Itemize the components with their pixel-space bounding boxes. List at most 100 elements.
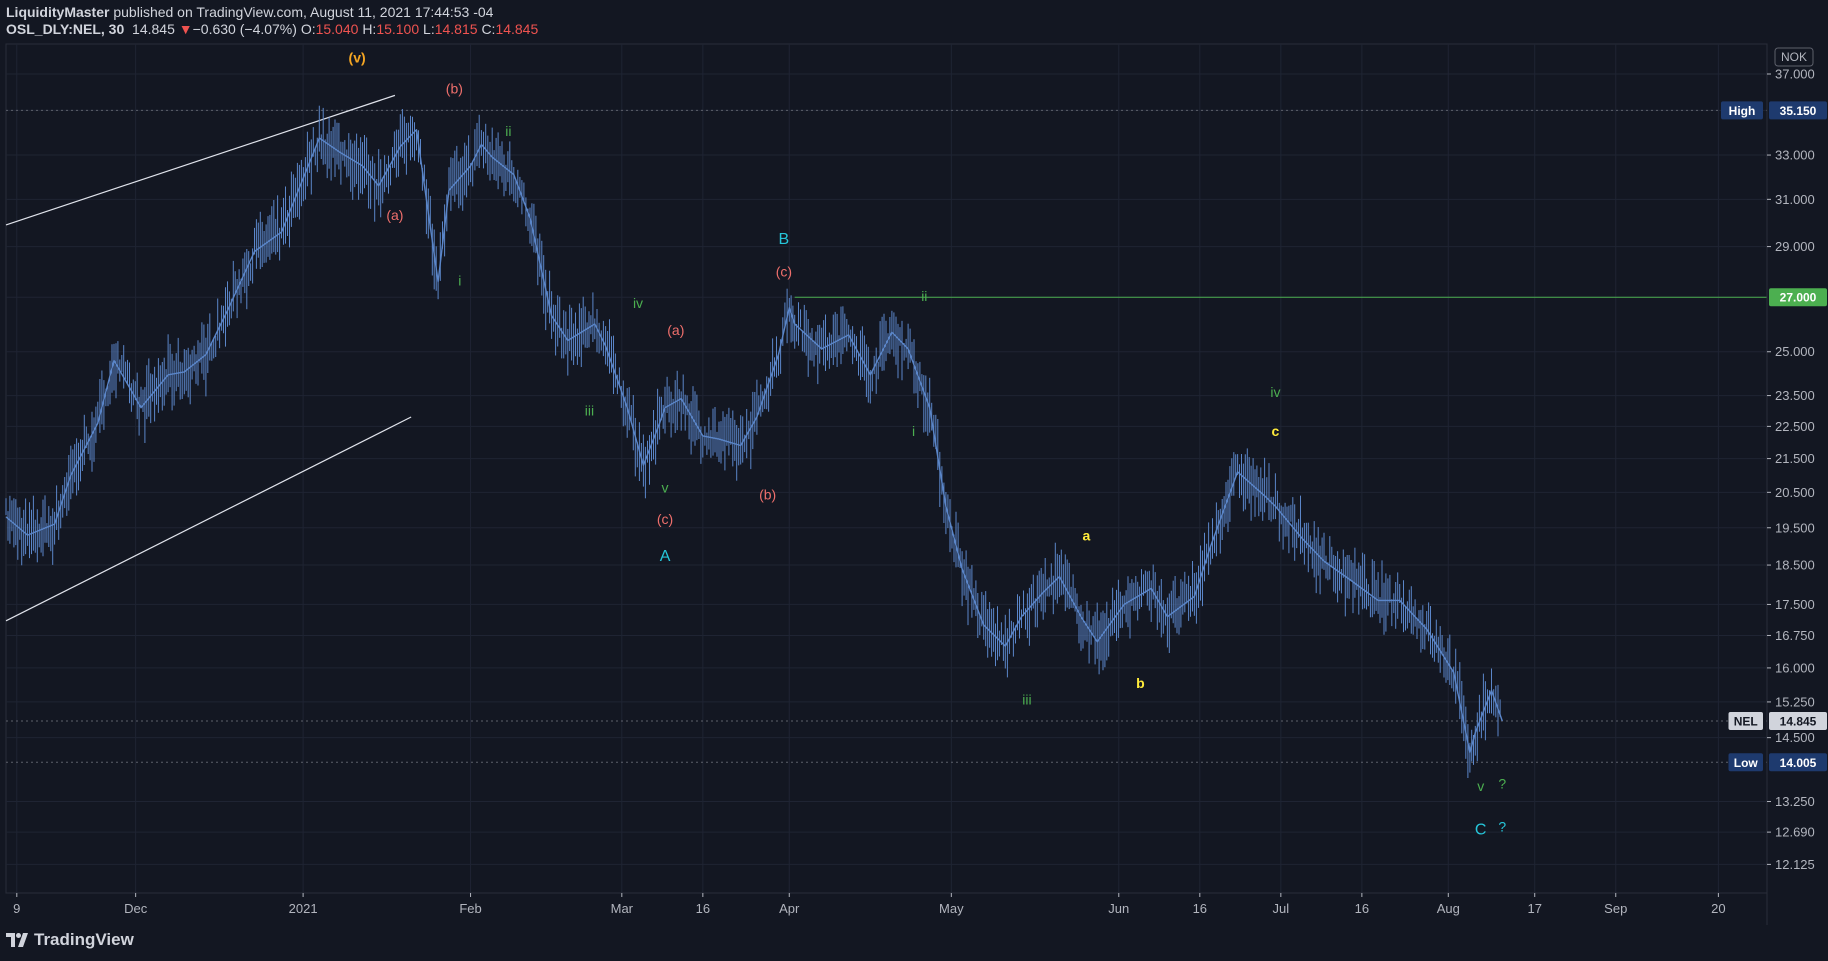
- wave-label: ii: [921, 288, 927, 304]
- wave-label: a: [1082, 528, 1090, 544]
- ohlc-line: OSL_DLY:NEL, 30 14.845 ▼−0.630 (−4.07%) …: [6, 21, 538, 37]
- wave-label: ?: [1498, 775, 1506, 791]
- y-tick-label: 33.000: [1775, 148, 1815, 163]
- y-tick-label: 12.690: [1775, 825, 1815, 840]
- level-tag-high: [1721, 101, 1763, 120]
- wave-label: v: [1477, 778, 1484, 794]
- wave-label: B: [779, 231, 790, 248]
- axes: 37.000 33.000 31.000 29.000 25.000 23.500 22.5…: [6, 44, 1815, 925]
- x-tick-label: 17: [1527, 901, 1541, 916]
- y-tick-label: 25.000: [1775, 344, 1815, 359]
- x-tick-label: Mar: [611, 901, 634, 916]
- high-value: 15.100: [376, 21, 420, 37]
- x-tick-label: Apr: [779, 901, 800, 916]
- currency-box: [1774, 47, 1814, 67]
- level-label-low: Low: [1734, 756, 1759, 770]
- level-value-high: 35.150: [1780, 104, 1817, 118]
- wave-label: (a): [667, 322, 684, 338]
- tradingview-logo-icon: [6, 933, 28, 947]
- wave-label: ?: [1498, 819, 1506, 835]
- wave-label: b: [1136, 675, 1145, 691]
- level-badge-resistance: [1769, 288, 1827, 307]
- wave-label: iv: [633, 295, 643, 311]
- y-tick-label: 16.750: [1775, 628, 1815, 643]
- price-line: [5, 129, 1503, 754]
- x-tick-label: Jun: [1108, 901, 1129, 916]
- y-tick-label: 29.000: [1775, 239, 1815, 254]
- wave-label: (c): [657, 511, 673, 527]
- wave-label: (b): [759, 486, 776, 502]
- y-tick-label: 16.000: [1775, 660, 1815, 675]
- level-badge-high: [1769, 101, 1827, 120]
- wave-label: iv: [1270, 384, 1280, 400]
- level-label-high: High: [1729, 104, 1756, 118]
- low-value: 14.815: [434, 21, 478, 37]
- y-tick-label: 14.500: [1775, 730, 1815, 745]
- plot-frame: [5, 43, 1768, 894]
- symbol-label[interactable]: OSL_DLY:NEL, 30: [6, 21, 125, 37]
- channel-line-upper: [5, 94, 396, 226]
- price-series: [5, 105, 1503, 778]
- wave-label: ii: [505, 123, 511, 139]
- wave-label: iii: [585, 402, 594, 418]
- y-tick-label: 21.500: [1775, 451, 1815, 466]
- x-tick-label: Sep: [1604, 901, 1627, 916]
- trend-channel: [5, 94, 412, 622]
- y-tick-label: 12.125: [1775, 857, 1815, 872]
- close-value: 14.845: [495, 21, 539, 37]
- x-tick-label: 20: [1711, 901, 1725, 916]
- wave-label: i: [458, 273, 461, 289]
- wave-label: (v): [349, 50, 366, 66]
- wave-label: (c): [776, 264, 792, 280]
- wave-label: C: [1475, 821, 1487, 838]
- wave-label: v: [662, 479, 669, 495]
- level-badge-low: [1769, 753, 1827, 772]
- y-tick-label: 19.500: [1775, 520, 1815, 535]
- price-change: −0.630 (−4.07%): [192, 21, 297, 37]
- close-label: C:: [481, 21, 496, 37]
- level-label-current: NEL: [1734, 714, 1758, 728]
- currency-label: NOK: [1781, 50, 1807, 64]
- wave-label: (b): [446, 80, 463, 96]
- x-tick-label: Feb: [459, 901, 481, 916]
- publish-info: published on TradingView.com, August 11,…: [113, 4, 494, 20]
- author-name[interactable]: LiquidityMaster: [6, 4, 110, 20]
- tradingview-watermark[interactable]: TradingView: [6, 930, 134, 950]
- high-label: H:: [362, 21, 377, 37]
- x-tick-label: 16: [1355, 901, 1369, 916]
- grid: [5, 43, 1768, 894]
- wave-label: iii: [1022, 691, 1031, 707]
- level-value-resistance: 27.000: [1780, 291, 1817, 305]
- price-levels: 35.150 High 27.000 14.845 NEL 14.005 Low: [6, 101, 1827, 772]
- y-tick-label: 13.250: [1775, 794, 1815, 809]
- watermark-text: TradingView: [34, 930, 134, 949]
- low-label: L:: [423, 21, 435, 37]
- publish-line: LiquidityMaster published on TradingView…: [6, 4, 493, 20]
- x-tick-label: May: [939, 901, 964, 916]
- y-tick-label: 31.000: [1775, 192, 1815, 207]
- open-label: O:: [300, 21, 316, 37]
- change-arrow-icon: ▼: [178, 21, 193, 37]
- open-value: 15.040: [315, 21, 359, 37]
- y-tick-label: 15.250: [1775, 694, 1815, 709]
- wave-label: (a): [386, 207, 403, 223]
- level-value-current: 14.845: [1780, 714, 1817, 728]
- wave-label: A: [660, 548, 671, 565]
- y-tick-label: 23.500: [1775, 388, 1815, 403]
- level-value-low: 14.005: [1780, 756, 1817, 770]
- channel-line-lower: [5, 416, 412, 622]
- y-tick-label: 17.500: [1775, 597, 1815, 612]
- level-tag-low: [1728, 753, 1763, 772]
- y-tick-label: 18.500: [1775, 558, 1815, 573]
- y-tick-label: 37.000: [1775, 66, 1815, 81]
- y-tick-label: 20.500: [1775, 485, 1815, 500]
- level-tag-current: [1728, 711, 1763, 730]
- level-badge-current: [1769, 711, 1827, 730]
- y-tick-label: 22.500: [1775, 419, 1815, 434]
- wave-label: c: [1272, 423, 1280, 439]
- x-tick-label: Aug: [1437, 901, 1460, 916]
- wave-label: i: [912, 423, 915, 439]
